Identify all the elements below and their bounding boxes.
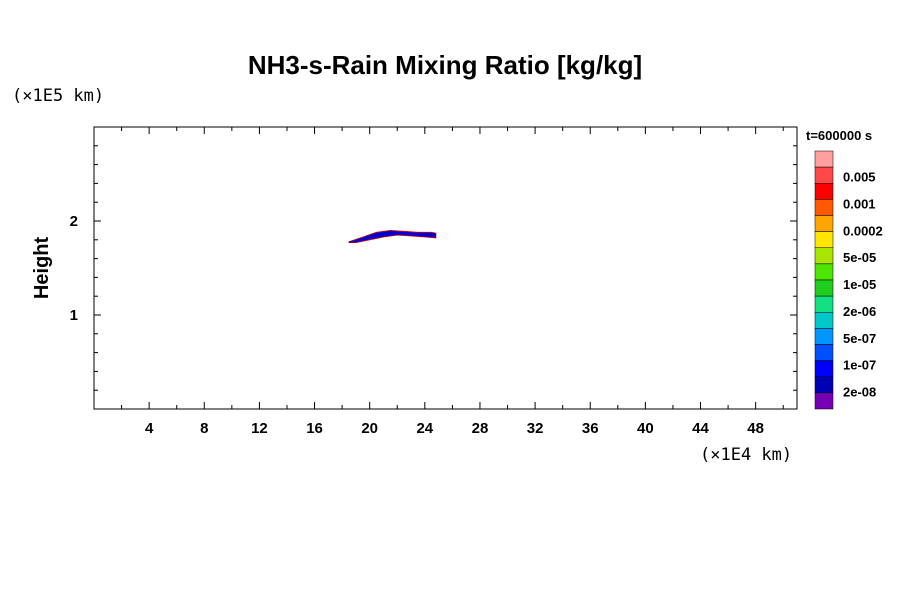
colorbar-level-label: 1e-05	[843, 277, 876, 292]
contour-band	[348, 229, 437, 244]
x-tick-label: 44	[692, 420, 709, 437]
colorbar-swatch	[814, 166, 834, 184]
colorbar-level-label: 5e-05	[843, 250, 876, 265]
colorbar-swatch	[814, 183, 834, 200]
colorbar-swatch	[814, 279, 834, 297]
colorbar-level-label: 2e-06	[843, 304, 876, 319]
mixing-ratio-contour	[348, 229, 437, 244]
colorbar-swatch	[814, 328, 834, 345]
x-tick-label: 32	[527, 420, 544, 437]
colorbar-swatch	[814, 247, 834, 265]
colorbar-swatch	[814, 295, 834, 313]
axis-ticks	[94, 127, 797, 409]
colorbar-level-label: 0.005	[843, 170, 876, 185]
x-tick-label: 24	[416, 420, 433, 437]
x-tick-label: 40	[637, 420, 654, 437]
colorbar-swatch	[814, 263, 834, 281]
x-tick-label: 48	[747, 420, 764, 437]
colorbar-swatch	[814, 344, 834, 361]
colorbar-swatch	[814, 360, 834, 377]
colorbar-swatch	[814, 215, 834, 232]
chart-title: NH3-s-Rain Mixing Ratio [kg/kg]	[248, 50, 642, 80]
x-tick-label: 28	[472, 420, 489, 437]
x-tick-label: 16	[306, 420, 323, 437]
colorbar-swatch	[814, 231, 834, 248]
y-axis-label: Height	[31, 237, 53, 300]
y-tick-label: 2	[70, 213, 78, 230]
x-tick-label: 12	[251, 420, 268, 437]
colorbar-swatch	[814, 376, 834, 394]
y-multiplier-label: (×1E5 km)	[12, 86, 104, 106]
x-tick-label: 4	[145, 420, 154, 437]
y-tick-label: 1	[70, 307, 78, 324]
colorbar-level-label: 2e-08	[843, 385, 876, 400]
x-tick-label: 36	[582, 420, 599, 437]
plot-frame	[93, 126, 798, 410]
x-tick-label: 8	[200, 420, 208, 437]
colorbar-swatch	[814, 392, 834, 410]
colorbar	[814, 150, 834, 410]
colorbar-swatch	[814, 199, 834, 216]
colorbar-swatch	[814, 150, 834, 168]
x-tick-labels: 4 8 12 16 20 24 28 32 36 40 44 48	[145, 420, 764, 437]
colorbar-swatch	[814, 312, 834, 329]
contour-core	[349, 231, 436, 244]
colorbar-level-label: 1e-07	[843, 358, 876, 373]
colorbar-level-label: 5e-07	[843, 331, 876, 346]
x-tick-label: 20	[361, 420, 378, 437]
y-tick-labels: 12	[70, 213, 78, 324]
colorbar-labels: 0.005 0.001 0.0002 5e-05 1e-05 2e-06 5e-07 1e-0…	[843, 170, 883, 400]
colorbar-level-label: 0.0002	[843, 223, 883, 238]
timestamp-label: t=600000 s	[806, 128, 872, 143]
x-multiplier-label: (×1E4 km)	[700, 445, 792, 465]
colorbar-level-label: 0.001	[843, 196, 876, 211]
